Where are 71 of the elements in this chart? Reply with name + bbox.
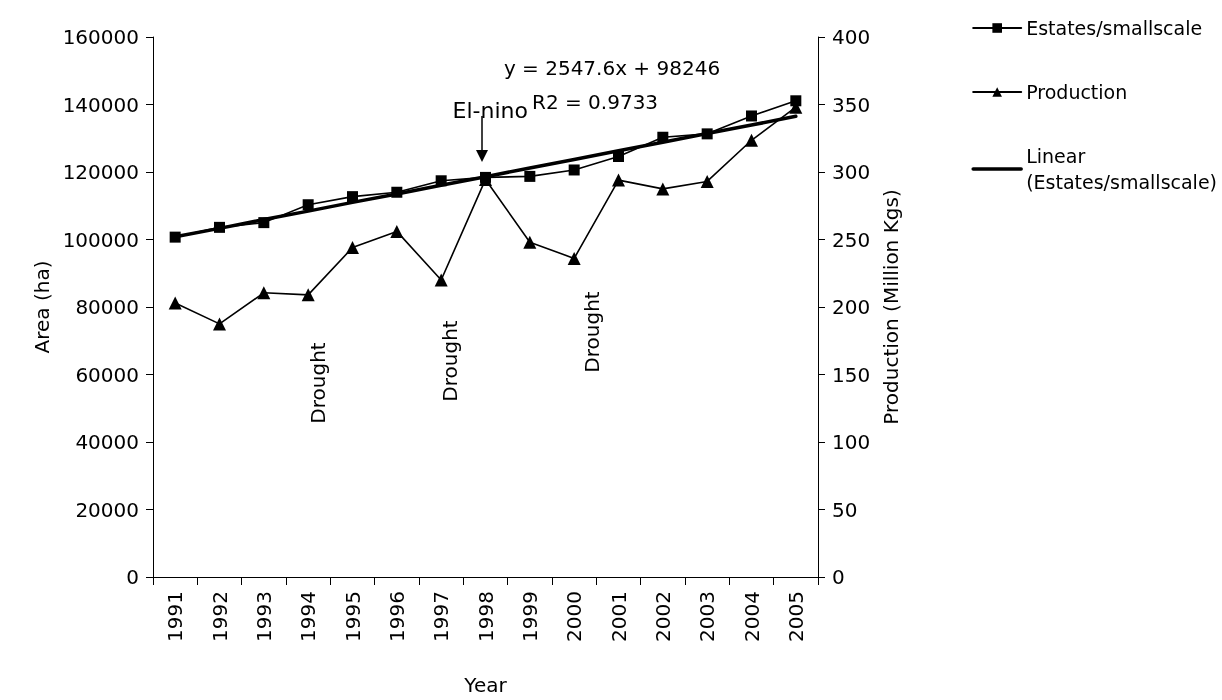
point [390,224,404,238]
y-tick-label: 140000 [62,92,139,117]
point [701,128,713,140]
point [347,191,358,203]
y2-tick-label: 350 [832,92,871,117]
legend-label: Linear (Estates/smallscale) [1026,145,1217,193]
point [435,175,447,187]
point [169,231,181,243]
point [391,186,403,198]
y2-tick-label: 150 [832,362,871,387]
y-tick-label: 120000 [62,160,139,184]
x-tick-label: 1991 [163,591,188,642]
y-tick-label: 80000 [75,295,139,319]
annotation: R2 = 0.9733 [532,90,659,114]
point [258,217,270,229]
x-axis-title: Year [463,673,508,697]
point [524,170,536,182]
point [657,131,669,143]
y2-tick-label: 250 [832,227,871,252]
legend-label: Production [1026,81,1128,103]
x-tick-label: 1998 [473,591,498,642]
point [746,110,757,122]
y-tick-label: 160000 [62,25,139,49]
annotation: y = 2547.6x + 98246 [503,56,721,80]
y2-tick-label: 300 [832,160,871,184]
point [346,241,359,255]
y-axis-title: Area (ha) [29,260,54,354]
y2-tick-label: 100 [832,430,871,454]
x-tick-label: 1996 [384,591,409,642]
x-tick-label: 2003 [695,591,720,642]
point [567,251,581,265]
x-tick-label: 2004 [739,591,764,642]
x-tick-label: 1999 [517,591,542,642]
y2-tick-label: 200 [832,295,871,319]
annotation: Drought [438,320,462,402]
point [434,273,448,287]
x-tick-label: 2000 [562,591,587,642]
point [213,317,226,331]
point [745,133,758,147]
y2-tick-label: 400 [832,25,871,49]
point [257,286,271,300]
y-tick-label: 100000 [62,227,139,252]
y-tick-label: 60000 [75,362,139,387]
point [214,221,225,233]
y2-tick-label: 50 [832,497,858,522]
annotation: El-nino [452,97,528,123]
point [612,173,625,187]
x-tick-label: 1995 [340,591,365,642]
point [523,235,537,249]
x-tick-label: 2002 [650,591,675,642]
x-tick-label: 2001 [606,591,631,642]
point [301,288,315,302]
legend-label: Estates/smallscale [1026,17,1203,39]
point [656,182,670,196]
point [168,296,182,310]
point [613,150,624,162]
y-tick-label: 40000 [75,430,139,454]
annotation: Drought [306,342,330,424]
annotation: Drought [580,291,604,373]
y-tick-label: 20000 [75,497,139,522]
y-tick-label: 0 [126,565,139,589]
point [700,174,714,188]
point [568,164,580,176]
x-tick-label: 1993 [251,591,276,642]
y2-axis-title: Production (Million Kgs) [879,189,904,425]
point [302,199,314,211]
x-tick-label: 1992 [207,591,232,642]
y2-tick-label: 0 [832,565,845,589]
x-tick-label: 1994 [296,591,321,642]
x-tick-label: 1997 [429,591,454,642]
x-tick-label: 2005 [783,591,808,642]
